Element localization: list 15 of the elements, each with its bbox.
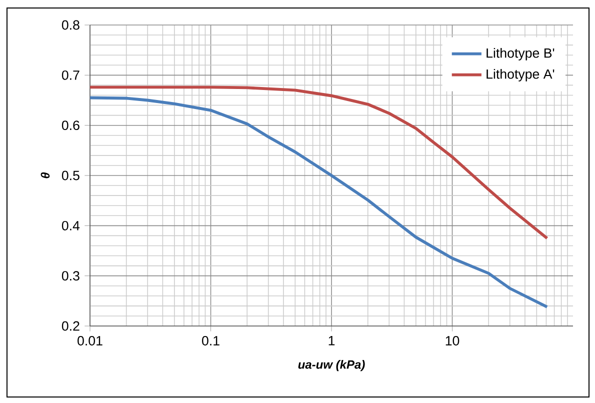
y-tick-label: 0.2 <box>62 321 80 331</box>
y-tick-label: 0.4 <box>62 220 80 230</box>
y-tick-label: 0.3 <box>62 271 80 281</box>
y-tick-label: 0.8 <box>62 20 80 30</box>
y-axis-title: θ <box>40 172 50 178</box>
y-tick-label: 0.6 <box>62 120 80 130</box>
legend-label: Lithotype A' <box>486 68 554 82</box>
x-tick-label: 10 <box>446 336 460 346</box>
legend-label: Lithotype B' <box>486 48 554 60</box>
y-tick-label: 0.7 <box>62 70 80 80</box>
x-tick-label: 0.01 <box>78 336 102 346</box>
y-tick-label: 0.5 <box>62 170 80 180</box>
x-tick-label: 1 <box>328 336 335 346</box>
x-tick-label: 0.1 <box>202 336 220 346</box>
x-axis-title: ua-uw (kPa) <box>298 360 365 372</box>
